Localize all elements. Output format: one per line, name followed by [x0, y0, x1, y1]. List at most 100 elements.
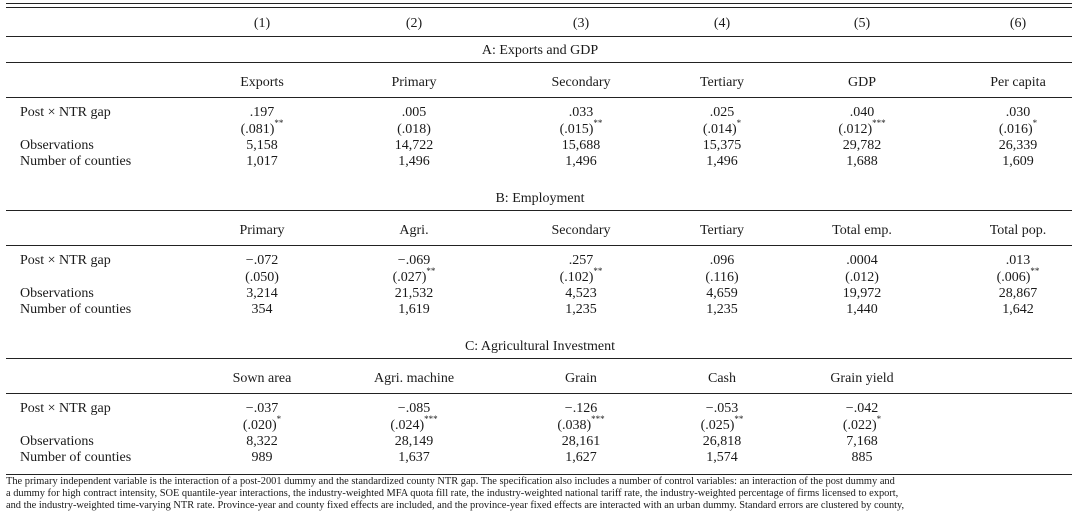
column-number: (3) — [572, 16, 590, 31]
coefficient: −.053 — [705, 401, 739, 416]
standard-error: (.020) — [242, 418, 277, 433]
standard-error-cell: (.016)* — [999, 119, 1037, 138]
header-rule — [6, 97, 1072, 98]
panel-rule — [6, 210, 1072, 211]
significance-stars: *** — [424, 414, 438, 425]
number-of-counties: 1,574 — [706, 450, 738, 465]
top-rule — [6, 3, 1072, 4]
standard-error-cell: (.081)** — [240, 119, 284, 138]
top-rule-inner — [6, 7, 1072, 8]
panel-title: C: Agricultural Investment — [464, 339, 616, 354]
panel-rule — [6, 62, 1072, 63]
coefficient: .033 — [568, 105, 594, 120]
standard-error: (.024) — [390, 418, 425, 433]
significance-stars: *** — [591, 414, 605, 425]
standard-error: (.027) — [392, 270, 427, 285]
number-of-counties: 1,619 — [398, 302, 430, 317]
row-label-coef: Post × NTR gap — [20, 105, 111, 120]
coefficient: .257 — [568, 253, 594, 268]
standard-error-cell: (.038)*** — [557, 415, 604, 434]
standard-error-cell: (.050) — [245, 270, 279, 286]
column-header: Secondary — [551, 223, 611, 238]
number-of-counties: 1,440 — [846, 302, 878, 317]
standard-error: (.116) — [705, 270, 739, 285]
observations: 28,867 — [998, 286, 1038, 301]
footnote-line: and the industry-weighted time-varying N… — [6, 500, 905, 512]
number-of-counties: 885 — [851, 450, 873, 465]
significance-stars: ** — [426, 266, 436, 277]
observations: 3,214 — [246, 286, 278, 301]
observations: 14,722 — [394, 138, 434, 153]
row-label-counties: Number of counties — [20, 154, 132, 169]
header-rule — [6, 245, 1072, 246]
panel-rule — [6, 358, 1072, 359]
standard-error-cell: (.014)* — [702, 119, 741, 138]
coefficient: −.069 — [397, 253, 431, 268]
standard-error-cell: (.024)*** — [390, 415, 437, 434]
footnote-line: The primary independent variable is the … — [6, 476, 895, 487]
column-header: Total pop. — [989, 223, 1047, 238]
number-of-counties: 1,496 — [398, 154, 430, 169]
observations: 29,782 — [842, 138, 882, 153]
coefficient: .030 — [1005, 105, 1031, 120]
coefficient: .025 — [709, 105, 735, 120]
standard-error: (.012) — [838, 122, 873, 137]
standard-error: (.038) — [557, 418, 592, 433]
standard-error: (.102) — [559, 270, 594, 285]
significance-stars: ** — [593, 118, 603, 129]
row-label-counties: Number of counties — [20, 302, 132, 317]
panel-title: A: Exports and GDP — [481, 43, 599, 58]
row-label-observations: Observations — [20, 286, 94, 301]
standard-error-cell: (.027)** — [392, 267, 436, 286]
observations: 28,149 — [394, 434, 434, 449]
number-of-counties: 1,627 — [565, 450, 597, 465]
observations: 19,972 — [842, 286, 882, 301]
significance-stars: ** — [734, 414, 744, 425]
column-header: Total emp. — [832, 223, 892, 238]
coefficient: .096 — [709, 253, 735, 268]
column-header: Tertiary — [699, 223, 745, 238]
observations: 15,688 — [561, 138, 601, 153]
column-header: Agri. — [399, 223, 429, 238]
row-label-coef: Post × NTR gap — [20, 401, 111, 416]
column-header: Primary — [239, 223, 285, 238]
standard-error: (.014) — [702, 122, 737, 137]
standard-error-cell: (.102)** — [559, 267, 603, 286]
column-header: Grain — [565, 371, 597, 386]
column-header: Grain yield — [830, 371, 894, 386]
bottom-rule — [6, 474, 1072, 475]
significance-stars: * — [1032, 118, 1038, 129]
coefficient: .197 — [249, 105, 275, 120]
observations: 21,532 — [394, 286, 434, 301]
standard-error: (.015) — [559, 122, 594, 137]
significance-stars: ** — [593, 266, 603, 277]
standard-error: (.012) — [845, 270, 879, 285]
significance-stars: *** — [872, 118, 886, 129]
column-number: (1) — [253, 16, 271, 31]
row-label-counties: Number of counties — [20, 450, 132, 465]
column-header: Exports — [240, 75, 284, 90]
standard-error: (.022) — [842, 418, 877, 433]
coefficient: −.042 — [845, 401, 879, 416]
standard-error-cell: (.116) — [705, 270, 738, 286]
number-of-counties: 1,017 — [246, 154, 278, 169]
column-number: (6) — [1009, 16, 1027, 31]
coefficient: −.126 — [564, 401, 598, 416]
coefficient: .005 — [401, 105, 427, 120]
column-number: (2) — [405, 16, 423, 31]
standard-error: (.025) — [700, 418, 735, 433]
column-header: Tertiary — [699, 75, 745, 90]
number-of-counties: 1,235 — [565, 302, 597, 317]
row-label-coef: Post × NTR gap — [20, 253, 111, 268]
observations: 7,168 — [846, 434, 878, 449]
observations: 26,339 — [998, 138, 1038, 153]
column-number: (4) — [713, 16, 731, 31]
standard-error: (.081) — [240, 122, 275, 137]
column-header: Secondary — [551, 75, 611, 90]
coefficient: .013 — [1005, 253, 1031, 268]
panel-title: B: Employment — [495, 191, 585, 206]
standard-error-cell: (.022)* — [842, 415, 881, 434]
number-of-counties: 1,235 — [706, 302, 738, 317]
number-of-counties: 1,637 — [398, 450, 430, 465]
standard-error-cell: (.025)** — [700, 415, 744, 434]
